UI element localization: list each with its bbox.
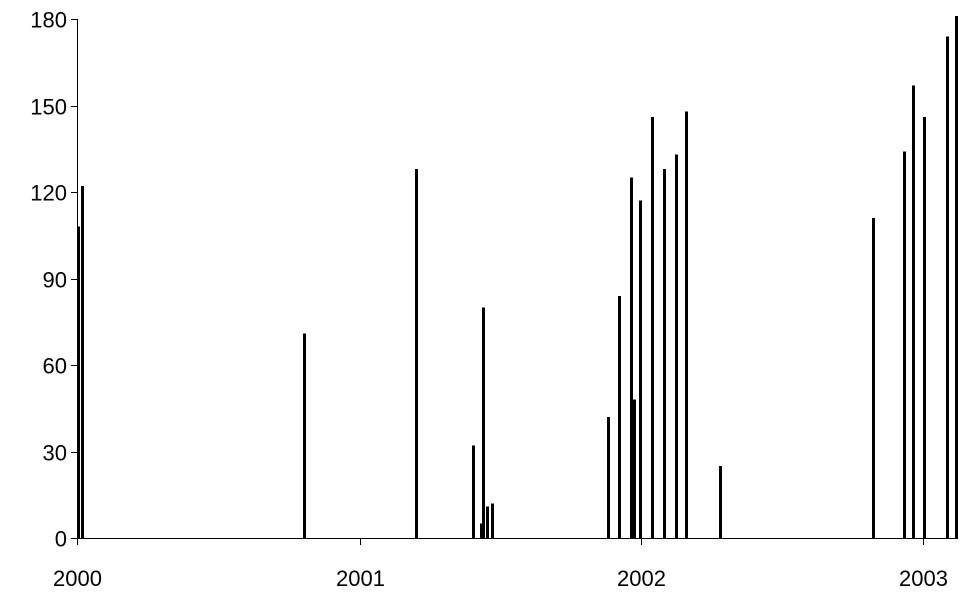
bar <box>923 117 926 539</box>
bar <box>303 333 306 538</box>
bar <box>872 217 875 538</box>
bar <box>685 111 688 539</box>
x-tick-label: 2001 <box>336 566 385 591</box>
bar <box>903 151 906 538</box>
bar <box>946 36 949 539</box>
x-tick-label: 2003 <box>899 566 948 591</box>
x-axis-ticks: 2000 2001 2002 2003 <box>53 538 948 591</box>
bar <box>482 307 485 538</box>
bar <box>618 295 621 538</box>
bar <box>955 16 958 539</box>
y-tick-label: 30 <box>43 441 67 466</box>
bar <box>491 503 494 538</box>
y-tick-label: 120 <box>30 181 67 206</box>
bar <box>630 177 633 539</box>
bar <box>472 445 475 538</box>
bar <box>651 117 654 539</box>
bar <box>675 154 678 538</box>
y-tick-label: 60 <box>43 354 67 379</box>
bar <box>663 168 666 538</box>
bar <box>77 226 80 538</box>
y-tick-label: 90 <box>43 268 67 293</box>
y-tick-label: 0 <box>55 527 67 552</box>
bar <box>486 506 489 538</box>
x-tick-label: 2000 <box>53 566 102 591</box>
bar <box>607 416 610 538</box>
bars-layer <box>77 16 958 539</box>
y-tick-label: 150 <box>30 95 67 120</box>
y-axis-ticks: 0 30 60 90 120 150 180 <box>30 8 77 552</box>
x-tick-label: 2002 <box>617 566 666 591</box>
bar <box>81 186 84 538</box>
bar <box>639 200 642 538</box>
bar <box>633 399 636 538</box>
bar <box>719 465 722 538</box>
y-tick-label: 180 <box>30 8 67 33</box>
bar <box>912 85 915 539</box>
bar <box>415 168 418 538</box>
bar <box>480 523 483 538</box>
